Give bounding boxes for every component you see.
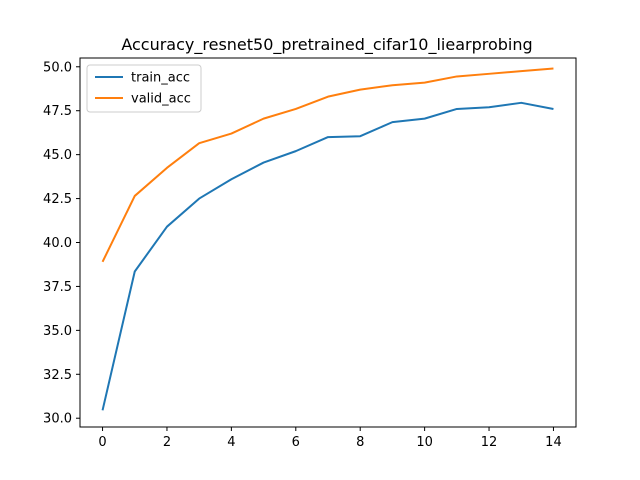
y-tick-label: 30.0 <box>43 412 72 427</box>
series-line-valid-acc <box>101 67 554 263</box>
x-tick-label: 14 <box>545 435 562 450</box>
x-tick-label: 12 <box>481 435 498 450</box>
x-tick-label: 6 <box>292 435 300 450</box>
legend-label-train-acc: train_acc <box>131 71 190 86</box>
legend-label-valid-acc: valid_acc <box>131 92 191 107</box>
y-tick-label: 35.0 <box>43 324 72 339</box>
y-tick-label: 50.0 <box>43 60 72 75</box>
x-tick-label: 10 <box>416 435 433 450</box>
y-axis: 30.0 32.5 35.0 37.5 40.0 42.5 45.0 47.5 50.0 <box>43 60 80 427</box>
y-tick-label: 45.0 <box>43 148 72 163</box>
y-tick-label: 42.5 <box>43 192 72 207</box>
x-tick-label: 4 <box>227 435 235 450</box>
y-tick-label: 40.0 <box>43 236 72 251</box>
x-tick-label: 0 <box>98 435 106 450</box>
series-line-train-acc <box>101 101 554 411</box>
legend: train_acc valid_acc <box>86 64 202 113</box>
series-layer <box>101 67 554 411</box>
y-tick-label: 32.5 <box>43 368 72 383</box>
chart-title: Accuracy_resnet50_pretrained_cifar10_lie… <box>121 35 532 55</box>
y-tick-label: 47.5 <box>43 104 72 119</box>
y-tick-label: 37.5 <box>43 280 72 295</box>
x-axis: 0 2 4 6 8 10 12 14 <box>98 427 562 450</box>
x-tick-label: 8 <box>356 435 364 450</box>
x-tick-label: 2 <box>163 435 171 450</box>
